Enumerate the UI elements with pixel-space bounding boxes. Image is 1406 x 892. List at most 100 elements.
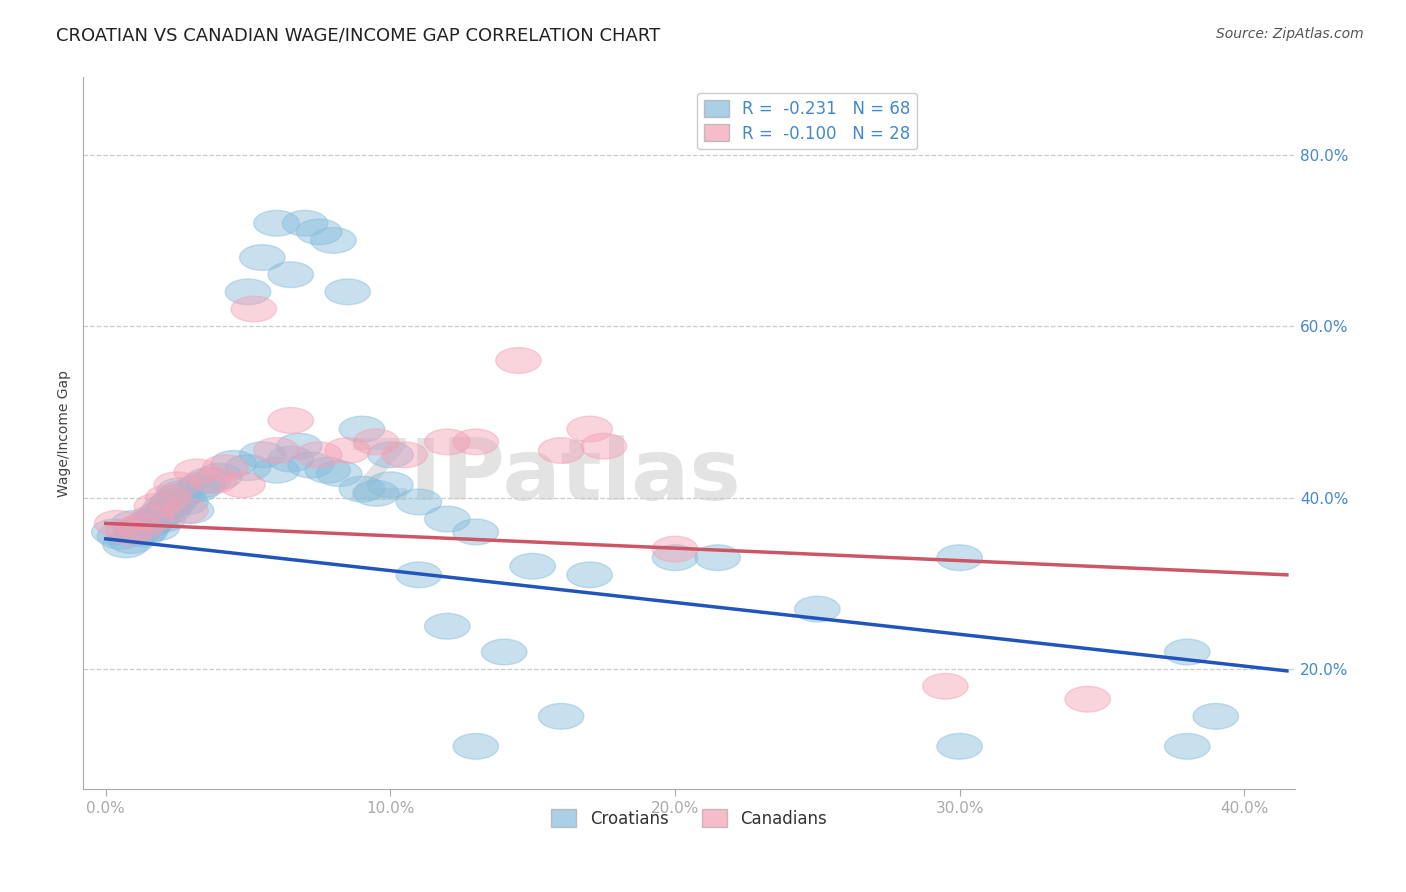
Ellipse shape bbox=[581, 434, 627, 459]
Ellipse shape bbox=[1064, 686, 1111, 712]
Ellipse shape bbox=[652, 545, 697, 571]
Ellipse shape bbox=[496, 348, 541, 373]
Ellipse shape bbox=[114, 519, 160, 545]
Ellipse shape bbox=[180, 472, 225, 498]
Ellipse shape bbox=[425, 429, 470, 455]
Ellipse shape bbox=[91, 519, 136, 545]
Ellipse shape bbox=[305, 458, 350, 483]
Ellipse shape bbox=[211, 450, 257, 476]
Ellipse shape bbox=[122, 517, 169, 543]
Ellipse shape bbox=[567, 562, 613, 588]
Ellipse shape bbox=[453, 519, 499, 545]
Ellipse shape bbox=[538, 438, 583, 463]
Ellipse shape bbox=[794, 596, 839, 622]
Ellipse shape bbox=[269, 408, 314, 434]
Ellipse shape bbox=[510, 553, 555, 579]
Ellipse shape bbox=[695, 545, 741, 571]
Ellipse shape bbox=[134, 515, 180, 541]
Ellipse shape bbox=[396, 562, 441, 588]
Ellipse shape bbox=[117, 515, 163, 541]
Ellipse shape bbox=[231, 296, 277, 322]
Ellipse shape bbox=[453, 429, 499, 455]
Ellipse shape bbox=[225, 279, 271, 305]
Ellipse shape bbox=[163, 489, 208, 515]
Ellipse shape bbox=[174, 459, 219, 484]
Ellipse shape bbox=[283, 211, 328, 236]
Ellipse shape bbox=[538, 704, 583, 729]
Ellipse shape bbox=[425, 507, 470, 532]
Ellipse shape bbox=[191, 467, 236, 493]
Ellipse shape bbox=[253, 211, 299, 236]
Ellipse shape bbox=[288, 452, 333, 478]
Ellipse shape bbox=[174, 476, 219, 502]
Y-axis label: Wage/Income Gap: Wage/Income Gap bbox=[58, 370, 72, 497]
Ellipse shape bbox=[134, 493, 180, 519]
Ellipse shape bbox=[108, 528, 155, 553]
Ellipse shape bbox=[936, 733, 983, 759]
Ellipse shape bbox=[128, 507, 174, 532]
Ellipse shape bbox=[425, 614, 470, 640]
Ellipse shape bbox=[297, 442, 342, 467]
Ellipse shape bbox=[97, 524, 143, 549]
Ellipse shape bbox=[277, 434, 322, 459]
Ellipse shape bbox=[225, 455, 271, 481]
Legend: Croatians, Canadians: Croatians, Canadians bbox=[544, 803, 834, 834]
Ellipse shape bbox=[111, 510, 157, 536]
Ellipse shape bbox=[163, 498, 208, 524]
Ellipse shape bbox=[353, 481, 399, 507]
Ellipse shape bbox=[120, 521, 166, 547]
Ellipse shape bbox=[186, 467, 231, 493]
Ellipse shape bbox=[922, 673, 969, 699]
Ellipse shape bbox=[311, 227, 356, 253]
Ellipse shape bbox=[269, 446, 314, 472]
Ellipse shape bbox=[1194, 704, 1239, 729]
Ellipse shape bbox=[481, 640, 527, 665]
Ellipse shape bbox=[141, 507, 186, 532]
Ellipse shape bbox=[202, 455, 247, 481]
Ellipse shape bbox=[105, 519, 152, 545]
Ellipse shape bbox=[253, 438, 299, 463]
Ellipse shape bbox=[936, 545, 983, 571]
Ellipse shape bbox=[316, 461, 361, 486]
Ellipse shape bbox=[367, 472, 413, 498]
Ellipse shape bbox=[396, 489, 441, 515]
Ellipse shape bbox=[239, 244, 285, 270]
Ellipse shape bbox=[652, 536, 697, 562]
Ellipse shape bbox=[155, 484, 200, 510]
Text: CROATIAN VS CANADIAN WAGE/INCOME GAP CORRELATION CHART: CROATIAN VS CANADIAN WAGE/INCOME GAP COR… bbox=[56, 27, 661, 45]
Text: Source: ZipAtlas.com: Source: ZipAtlas.com bbox=[1216, 27, 1364, 41]
Ellipse shape bbox=[152, 489, 197, 515]
Ellipse shape bbox=[297, 219, 342, 244]
Ellipse shape bbox=[239, 442, 285, 467]
Ellipse shape bbox=[160, 481, 205, 507]
Ellipse shape bbox=[1164, 733, 1211, 759]
Text: ZIPatlas: ZIPatlas bbox=[347, 434, 741, 517]
Ellipse shape bbox=[567, 417, 613, 442]
Ellipse shape bbox=[94, 510, 141, 536]
Ellipse shape bbox=[325, 279, 370, 305]
Ellipse shape bbox=[253, 458, 299, 483]
Ellipse shape bbox=[367, 442, 413, 467]
Ellipse shape bbox=[103, 532, 149, 558]
Ellipse shape bbox=[1164, 640, 1211, 665]
Ellipse shape bbox=[382, 442, 427, 467]
Ellipse shape bbox=[143, 495, 188, 521]
Ellipse shape bbox=[269, 262, 314, 287]
Ellipse shape bbox=[197, 463, 242, 489]
Ellipse shape bbox=[125, 512, 172, 538]
Ellipse shape bbox=[339, 417, 385, 442]
Ellipse shape bbox=[353, 429, 399, 455]
Ellipse shape bbox=[169, 498, 214, 524]
Ellipse shape bbox=[117, 515, 163, 541]
Ellipse shape bbox=[339, 476, 385, 502]
Ellipse shape bbox=[453, 733, 499, 759]
Ellipse shape bbox=[136, 502, 183, 528]
Ellipse shape bbox=[219, 472, 266, 498]
Ellipse shape bbox=[149, 491, 194, 517]
Ellipse shape bbox=[325, 438, 370, 463]
Ellipse shape bbox=[131, 507, 177, 532]
Ellipse shape bbox=[146, 484, 191, 510]
Ellipse shape bbox=[155, 472, 200, 498]
Ellipse shape bbox=[146, 498, 191, 524]
Ellipse shape bbox=[157, 478, 202, 504]
